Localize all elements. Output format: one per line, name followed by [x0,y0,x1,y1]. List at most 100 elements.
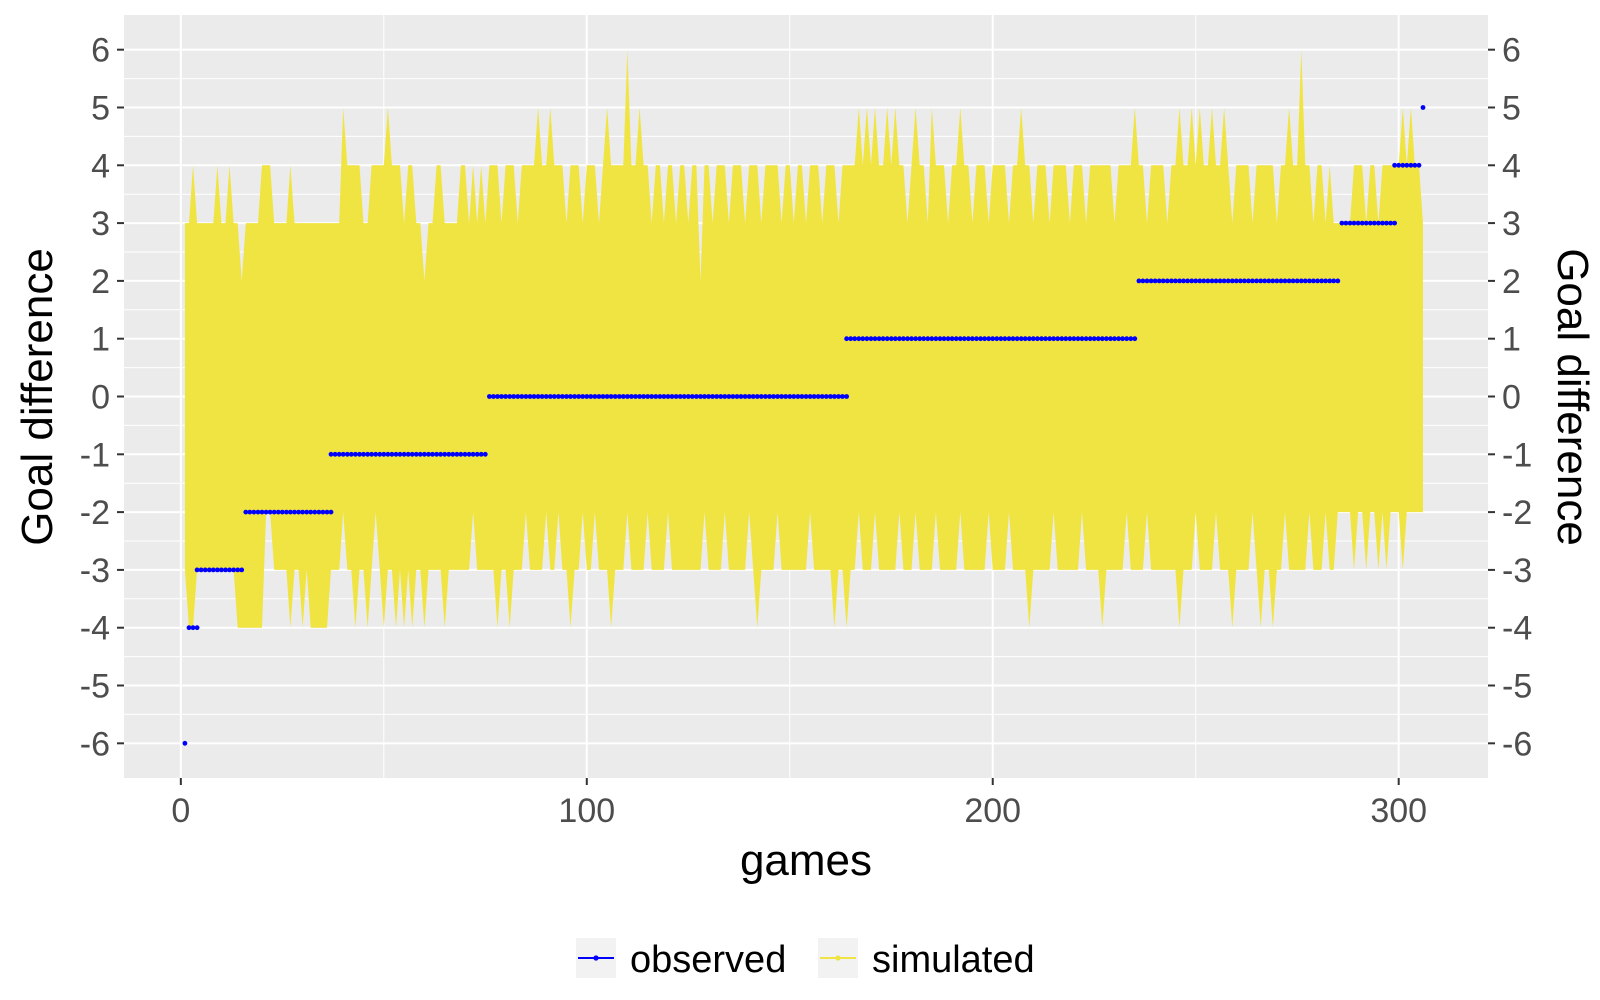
observed-point [560,394,565,399]
observed-point [466,451,472,457]
y-tick-label-right: 4 [1502,147,1521,185]
observed-point [897,336,902,342]
observed-point [856,336,862,342]
observed-point [182,740,188,746]
observed-point [1242,278,1247,284]
observed-point [1140,278,1146,284]
observed-point [219,567,224,573]
observed-point [292,509,297,515]
observed-point [190,625,196,631]
y-tick-label-right: -4 [1502,610,1532,648]
y-tick-label-left: -3 [80,552,110,590]
observed-point [491,394,496,399]
observed-point [417,451,423,457]
observed-point [515,394,521,399]
observed-point [933,336,939,342]
observed-point [1302,278,1308,284]
observed-point [1384,220,1389,226]
observed-point [608,394,614,399]
observed-point [1221,278,1227,284]
observed-point [223,567,228,573]
observed-point [430,451,435,457]
observed-point [718,394,724,399]
observed-point [1298,278,1304,284]
y-tick-label-left: 1 [91,321,110,359]
y-tick-label-left: 3 [91,205,110,243]
observed-point [243,509,249,515]
observed-point [1217,278,1223,284]
observed-point [880,336,886,342]
observed-point [495,394,500,399]
observed-point [198,567,204,573]
observed-point [803,394,809,399]
observed-point [332,451,338,457]
observed-point [868,336,874,342]
observed-point [917,336,923,342]
legend-point-simulated [835,955,841,961]
observed-point [568,394,573,399]
y-tick-label-right: -6 [1502,725,1532,763]
y-tick-label-left: 5 [91,89,110,127]
observed-point [828,394,833,399]
x-tick-label: 200 [964,792,1021,830]
observed-point [1075,336,1081,342]
observed-point [535,394,541,399]
observed-point [836,394,841,399]
observed-point [1282,278,1288,284]
observed-point [905,336,910,342]
observed-point [921,336,927,342]
y-tick-label-right: 3 [1502,205,1521,243]
observed-point [661,394,667,399]
observed-point [405,451,411,457]
observed-point [450,451,456,457]
observed-point [328,451,334,457]
observed-point [1164,278,1170,284]
observed-point [1331,278,1337,284]
observed-point [815,394,821,399]
observed-point [1229,278,1235,284]
observed-point [271,509,277,515]
observed-point [186,625,192,631]
observed-point [1225,278,1231,284]
observed-point [1339,220,1345,226]
observed-point [844,336,849,342]
observed-point [722,394,728,399]
observed-point [791,394,797,399]
y-tick-label-right: -5 [1502,668,1532,706]
observed-point [1371,220,1377,226]
observed-point [966,336,971,342]
observed-point [1018,336,1024,342]
observed-point [1152,278,1158,284]
observed-point [1355,220,1361,226]
observed-point [625,394,630,399]
observed-point [848,336,854,342]
observed-point [1043,336,1048,342]
observed-point [685,394,691,399]
observed-point [1278,278,1284,284]
observed-point [852,336,858,342]
observed-point [1181,278,1186,284]
observed-point [629,394,634,399]
observed-point [259,509,265,515]
observed-point [1270,278,1276,284]
observed-point [328,509,334,515]
observed-point [949,336,955,342]
observed-point [413,451,419,457]
observed-point [1347,220,1353,226]
observed-point [247,509,253,515]
observed-point [507,394,513,399]
legend-label-observed: observed [630,939,786,981]
y-tick-label-right: -3 [1502,552,1532,590]
observed-point [1262,278,1268,284]
observed-point [1035,336,1040,342]
observed-point [194,625,200,631]
observed-point [811,394,817,399]
observed-point [344,451,350,457]
observed-point [255,509,261,515]
observed-point [592,394,598,399]
y-tick-label-left: -4 [80,610,110,648]
observed-point [974,336,979,342]
observed-point [807,394,813,399]
observed-point [202,567,208,573]
